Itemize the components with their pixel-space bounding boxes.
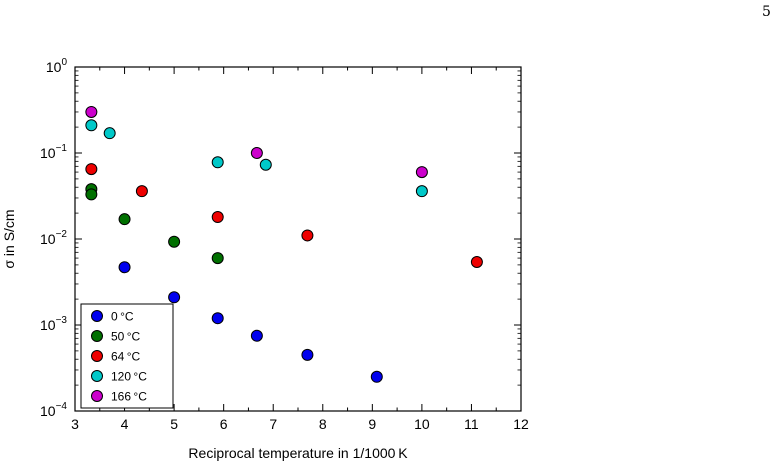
legend: 0 °C 50 °C 64 °C 120 °C 166 °C (80, 303, 174, 409)
legend-marker (91, 330, 103, 342)
x-tick-label: 6 (220, 416, 228, 432)
data-point (103, 127, 116, 140)
data-point (250, 147, 263, 159)
series-4 (85, 105, 428, 179)
legend-marker (91, 390, 103, 402)
data-point (259, 158, 272, 171)
x-tick-label: 7 (269, 416, 277, 432)
data-point (85, 188, 98, 201)
data-point (135, 185, 148, 198)
data-point (118, 213, 131, 226)
y-tick-label: 10−4 (40, 401, 67, 419)
series-1 (85, 183, 224, 265)
legend-label: 166 °C (111, 390, 147, 404)
data-point (118, 261, 131, 274)
legend-label: 0 °C (111, 310, 134, 324)
series-0 (118, 261, 383, 383)
x-tick-label: 12 (513, 416, 529, 432)
data-point (85, 105, 98, 118)
y-tick-label: 100 (46, 57, 68, 75)
y-tick-label: 10−1 (40, 143, 67, 161)
data-point (470, 256, 483, 269)
x-axis-label: Reciprocal temperature in 1/1000 K (188, 445, 408, 461)
data-point (250, 329, 263, 342)
x-tick-label: 10 (414, 416, 430, 432)
x-tick-label: 4 (121, 416, 129, 432)
y-tick-label: 10−3 (40, 315, 67, 333)
x-tick-label: 3 (71, 416, 79, 432)
x-tick-label: 5 (170, 416, 178, 432)
data-point (370, 370, 383, 383)
data-point (211, 156, 224, 169)
legend-marker (91, 370, 103, 382)
axes: 3 4 5 6 7 8 9 10 11 12 100 10−1 10−2 10−3 10−4 (40, 57, 529, 432)
data-point (211, 211, 224, 224)
legend-label: 64 °C (111, 350, 141, 364)
data-point (415, 185, 428, 198)
series-3 (85, 119, 428, 198)
data-point (301, 348, 314, 361)
x-tick-label: 9 (368, 416, 376, 432)
data-point (211, 252, 224, 265)
legend-label: 120 °C (111, 370, 147, 384)
y-axis-label: σ in S/cm (1, 209, 17, 268)
legend-marker (91, 350, 103, 362)
x-tick-label: 11 (464, 416, 479, 432)
data-point (85, 163, 98, 176)
data-point (211, 312, 224, 325)
legend-label: 50 °C (111, 330, 141, 344)
data-point (85, 119, 98, 132)
x-tick-label: 8 (319, 416, 327, 432)
y-tick-label: 10−2 (40, 229, 67, 247)
page-number: 5 (762, 4, 771, 20)
data-point (301, 229, 314, 242)
series-2 (85, 163, 483, 269)
data-points (85, 105, 483, 383)
data-point (168, 291, 181, 304)
data-point (415, 166, 428, 179)
legend-marker (91, 310, 103, 322)
data-point (168, 235, 181, 248)
